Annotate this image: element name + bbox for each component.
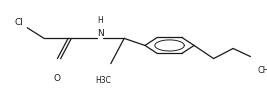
Text: CH3: CH3 bbox=[258, 66, 267, 75]
Text: H: H bbox=[97, 16, 103, 25]
Text: O: O bbox=[54, 74, 61, 83]
Text: N: N bbox=[97, 29, 104, 38]
Text: H3C: H3C bbox=[95, 76, 111, 85]
Text: Cl: Cl bbox=[14, 18, 23, 27]
